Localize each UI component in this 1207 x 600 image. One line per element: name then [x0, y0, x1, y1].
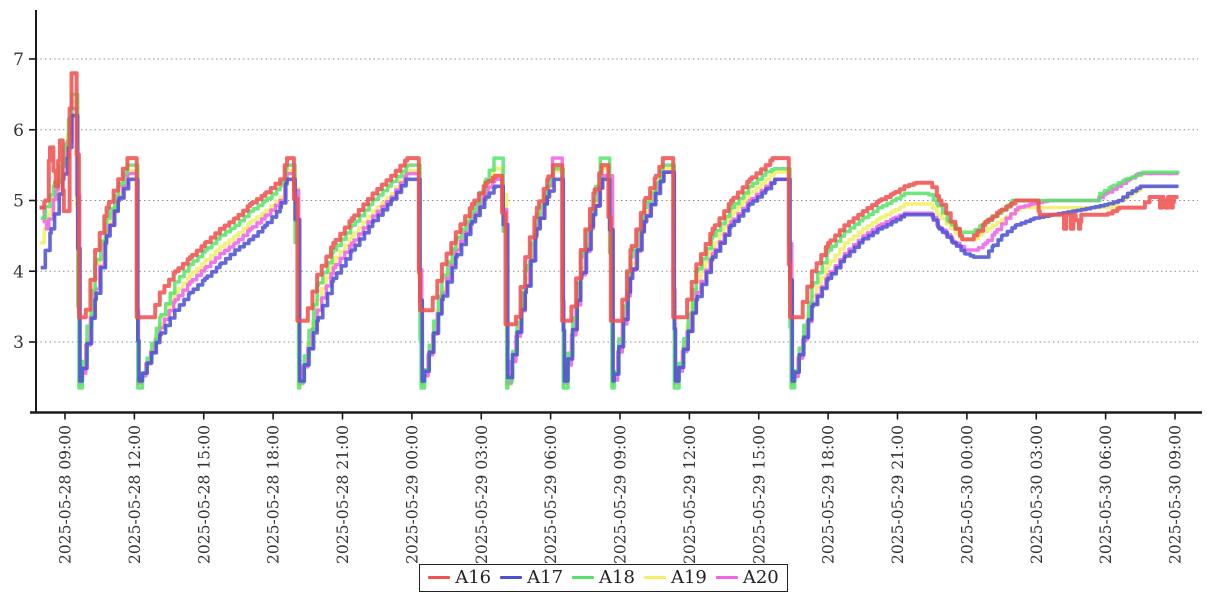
x-tick-label-5: 2025-05-29 00:00	[403, 425, 421, 564]
x-tick-label-9: 2025-05-29 12:00	[681, 425, 699, 564]
x-tick-label-12: 2025-05-29 21:00	[889, 425, 907, 564]
legend-item-A17[interactable]: A17	[500, 567, 563, 588]
legend-item-A20[interactable]: A20	[715, 567, 779, 588]
x-tick-label-16: 2025-05-30 09:00	[1167, 425, 1185, 564]
y-tick-label-6: 6	[13, 121, 24, 141]
y-tick-label-5: 5	[13, 192, 24, 212]
x-tick-label-8: 2025-05-29 09:00	[612, 425, 630, 564]
legend-item-A18[interactable]: A18	[572, 567, 635, 588]
series-line-A16	[39, 71, 1180, 327]
x-tick-label-0: 2025-05-28 09:00	[57, 425, 75, 564]
x-tick-label-6: 2025-05-29 03:00	[473, 425, 491, 564]
series-line-A17	[40, 113, 1179, 383]
x-tick-label-13: 2025-05-30 00:00	[958, 425, 976, 564]
legend-label-A20: A20	[742, 567, 779, 588]
legend-label-A17: A17	[527, 567, 564, 588]
legend-item-A19[interactable]: A19	[643, 567, 707, 588]
legend-item-A16[interactable]: A16	[428, 567, 491, 588]
y-tick-label-3: 3	[13, 333, 24, 353]
x-tick-label-7: 2025-05-29 06:00	[542, 425, 560, 564]
y-tick-label-4: 4	[13, 262, 24, 282]
x-tick-label-10: 2025-05-29 15:00	[750, 425, 768, 564]
series-line-A18	[40, 92, 1181, 390]
legend-swatch-A18	[572, 575, 595, 580]
x-tick-label-14: 2025-05-30 03:00	[1028, 425, 1046, 564]
legend-swatch-A20	[715, 575, 738, 580]
legend-label-A16: A16	[455, 567, 492, 588]
legend-swatch-A16	[428, 575, 451, 580]
legend-swatch-A19	[643, 575, 666, 580]
legend-label-A19: A19	[670, 567, 707, 588]
legend-box: A16 A17 A18 A19 A20	[419, 564, 788, 592]
x-tick-label-4: 2025-05-28 21:00	[334, 425, 352, 564]
x-tick-label-2: 2025-05-28 15:00	[195, 425, 213, 564]
x-tick-label-15: 2025-05-30 06:00	[1097, 425, 1115, 564]
x-tick-label-11: 2025-05-29 18:00	[820, 425, 838, 564]
legend: A16 A17 A18 A19 A20	[0, 564, 1207, 592]
y-tick-label-7: 7	[13, 50, 24, 70]
x-tick-label-1: 2025-05-28 12:00	[126, 425, 144, 564]
legend-swatch-A17	[500, 575, 523, 580]
legend-label-A18: A18	[599, 567, 635, 588]
x-tick-label-3: 2025-05-28 18:00	[265, 425, 283, 564]
